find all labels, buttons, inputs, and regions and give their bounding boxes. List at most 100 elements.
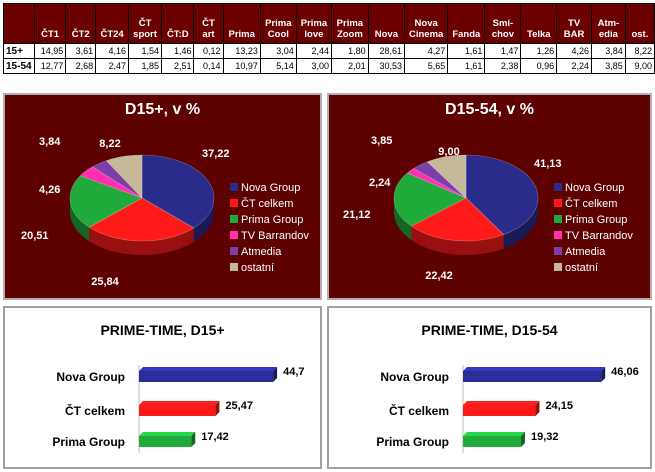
bar-end bbox=[601, 367, 606, 382]
table-cell: 0,14 bbox=[193, 58, 224, 74]
legend-swatch bbox=[230, 247, 238, 255]
column-header-line: Zoom bbox=[336, 29, 363, 40]
bar-top bbox=[139, 401, 220, 405]
column-header-line: Cinema bbox=[409, 29, 444, 40]
pie-value-label: 4,26 bbox=[39, 184, 60, 196]
pie-slice bbox=[410, 197, 505, 242]
legend-swatch bbox=[554, 183, 562, 191]
table-row: 15+ 14,95 3,61 4,16 1,54 1,46 0,12 13,23 3,04 2,4… bbox=[3, 43, 655, 59]
legend-label: TV Barrandov bbox=[565, 230, 633, 242]
row-label: 15+ bbox=[3, 43, 35, 59]
table-cell: 2,68 bbox=[65, 58, 97, 74]
pie-value-label: 41,13 bbox=[534, 158, 562, 170]
bar-end bbox=[191, 432, 196, 447]
column-header: Prima bbox=[222, 3, 261, 44]
column-header: ČT:D bbox=[161, 3, 195, 44]
table-cell: 0,12 bbox=[193, 43, 224, 59]
table-cell: 8,22 bbox=[624, 43, 655, 59]
legend-swatch bbox=[230, 183, 238, 191]
pie-slice bbox=[69, 175, 143, 228]
legend-swatch bbox=[554, 199, 562, 207]
bar-top bbox=[463, 432, 525, 436]
bar-value-label: 46,06 bbox=[611, 366, 639, 378]
column-header-line: Prima bbox=[228, 29, 255, 40]
legend-label: ČT celkem bbox=[565, 197, 617, 210]
bar-panel-d15plus: PRIME-TIME, D15+ 44,7 Nova Group 25,47 ČT c… bbox=[3, 306, 322, 469]
bar-category-label: ČT celkem bbox=[389, 403, 449, 418]
column-header-line: Smí- bbox=[492, 18, 514, 29]
legend-label: ostatní bbox=[565, 262, 598, 274]
bar-top bbox=[139, 432, 196, 436]
legend-label: Nova Group bbox=[241, 182, 300, 194]
bar-end bbox=[520, 432, 525, 447]
pie-slice bbox=[393, 172, 467, 227]
legend-swatch bbox=[230, 263, 238, 271]
table-row: 15-54 12,77 2,68 2,47 1,85 2,51 0,14 10,97 5,14 3… bbox=[3, 58, 655, 74]
bar-chart-d15plus: 44,7 Nova Group 25,47 ČT celkem 17,42 Prima G… bbox=[52, 365, 305, 453]
column-header: Prima Zoom bbox=[331, 3, 369, 44]
table-cell: 3,04 bbox=[259, 43, 297, 59]
pie-title: D15+, v % bbox=[124, 101, 201, 118]
table-cell: 2,51 bbox=[161, 58, 195, 74]
pie-value-label: 8,22 bbox=[99, 138, 120, 150]
column-header-line: ČT:D bbox=[166, 29, 189, 40]
column-header: Telka bbox=[520, 3, 558, 44]
legend-label: TV Barrandov bbox=[241, 230, 309, 242]
table-cell: 2,24 bbox=[556, 58, 593, 74]
table-cell: 5,14 bbox=[259, 58, 297, 74]
column-header: ČT24 bbox=[95, 3, 130, 44]
pie-slice bbox=[406, 167, 467, 199]
table-cell: 2,47 bbox=[95, 58, 130, 74]
pie-value-label: 2,24 bbox=[369, 177, 391, 189]
column-header: Nova Cinema bbox=[404, 3, 449, 44]
column-header-line: ČT2 bbox=[71, 29, 90, 40]
table-cell: 30,53 bbox=[367, 58, 406, 74]
table-cell: 1,85 bbox=[128, 58, 163, 74]
pie-slice bbox=[91, 160, 143, 199]
column-header-line: BAR bbox=[563, 29, 585, 40]
column-header-line: Nova bbox=[374, 29, 398, 40]
pie-chart-d15plus: 37,22 25,84 20,51 4,26 3,84 8,22 Nova Group ČT … bbox=[21, 136, 309, 288]
bar-category-label: Prima Group bbox=[376, 435, 449, 449]
table-cell: 4,26 bbox=[556, 43, 593, 59]
table-cell: 4,27 bbox=[404, 43, 449, 59]
table-cell: 0,96 bbox=[520, 58, 558, 74]
column-header-line: Fanda bbox=[452, 29, 481, 40]
table-cell: 5,65 bbox=[404, 58, 449, 74]
pie-value-label: 37,22 bbox=[202, 148, 230, 160]
pie-value-label: 3,84 bbox=[39, 136, 61, 148]
pie-slice-side bbox=[394, 198, 412, 241]
legend-swatch bbox=[230, 215, 238, 223]
pie-slice bbox=[105, 154, 143, 199]
column-header: ČT art bbox=[193, 3, 224, 44]
legend-swatch bbox=[554, 215, 562, 223]
bar-end bbox=[273, 367, 278, 382]
pie-slice bbox=[413, 161, 467, 199]
bar-title: PRIME-TIME, D15+ bbox=[100, 322, 225, 338]
table-cell: 2,38 bbox=[484, 58, 522, 74]
share-table: ČT1 ČT2 ČT24 ČT sport ČT:D ČT art Prima Prima Cool… bbox=[3, 3, 655, 74]
column-header-line: ČT1 bbox=[41, 29, 60, 40]
column-header-line: Cool bbox=[267, 29, 289, 40]
pie-slice-side bbox=[411, 226, 504, 255]
column-header-line: ČT bbox=[202, 18, 215, 29]
column-header: Prima love bbox=[295, 3, 333, 44]
bar bbox=[463, 405, 536, 416]
table-corner bbox=[3, 3, 35, 44]
legend-label: Prima Group bbox=[565, 214, 627, 226]
column-header-line: ČT24 bbox=[100, 29, 124, 40]
column-header-line: ost. bbox=[631, 29, 649, 40]
bar-value-label: 17,42 bbox=[201, 431, 229, 443]
column-header-line: Prima bbox=[336, 18, 364, 29]
bar-value-label: 25,47 bbox=[225, 400, 253, 412]
legend-label: ostatní bbox=[241, 262, 274, 274]
pie-slice bbox=[88, 197, 195, 242]
row-label: 15-54 bbox=[3, 58, 35, 74]
pie-slice-side bbox=[193, 198, 215, 242]
bar bbox=[463, 436, 521, 447]
column-header-line: ČT bbox=[138, 18, 152, 29]
column-header-line: Nova bbox=[414, 18, 438, 29]
table-cell: 1,46 bbox=[161, 43, 195, 59]
legend-label: Prima Group bbox=[241, 214, 303, 226]
legend-label: Nova Group bbox=[565, 182, 624, 194]
